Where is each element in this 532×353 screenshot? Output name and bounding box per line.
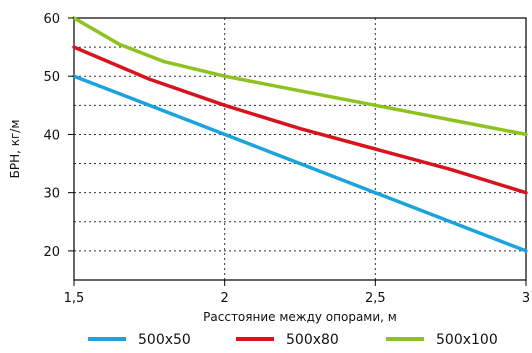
x-tick-label-1: 2 — [221, 291, 229, 306]
legend: 500x50 500x80 500x100 — [88, 332, 498, 348]
plot-frame — [73, 17, 527, 281]
y-tick-label-0: 20 — [43, 245, 60, 260]
series-lines — [72, 16, 528, 253]
legend-label-500x50: 500x50 — [138, 332, 191, 348]
grid-lines — [74, 18, 526, 280]
x-tick-label-0: 1,5 — [64, 291, 85, 306]
y-tick-label-4: 60 — [43, 12, 60, 27]
legend-label-500x80: 500x80 — [286, 332, 339, 348]
y-tick-label-2: 40 — [43, 128, 60, 143]
series-line-500x100 — [72, 16, 528, 137]
x-tick-label-2: 2,5 — [365, 291, 386, 306]
series-line-500x50 — [72, 74, 528, 253]
x-axis-label: Расстояние между опорами, м — [203, 310, 397, 324]
y-tick-label-3: 50 — [43, 70, 60, 85]
y-axis-ticks: 20 30 40 50 60 — [43, 12, 74, 260]
y-axis-label: БРН, кг/м — [8, 120, 22, 179]
x-axis-ticks: 1,5 2 2,5 3 — [64, 280, 530, 306]
series-line-500x80 — [72, 45, 528, 195]
x-tick-label-3: 3 — [522, 291, 530, 306]
y-tick-label-1: 30 — [43, 187, 60, 202]
legend-label-500x100: 500x100 — [436, 332, 498, 348]
